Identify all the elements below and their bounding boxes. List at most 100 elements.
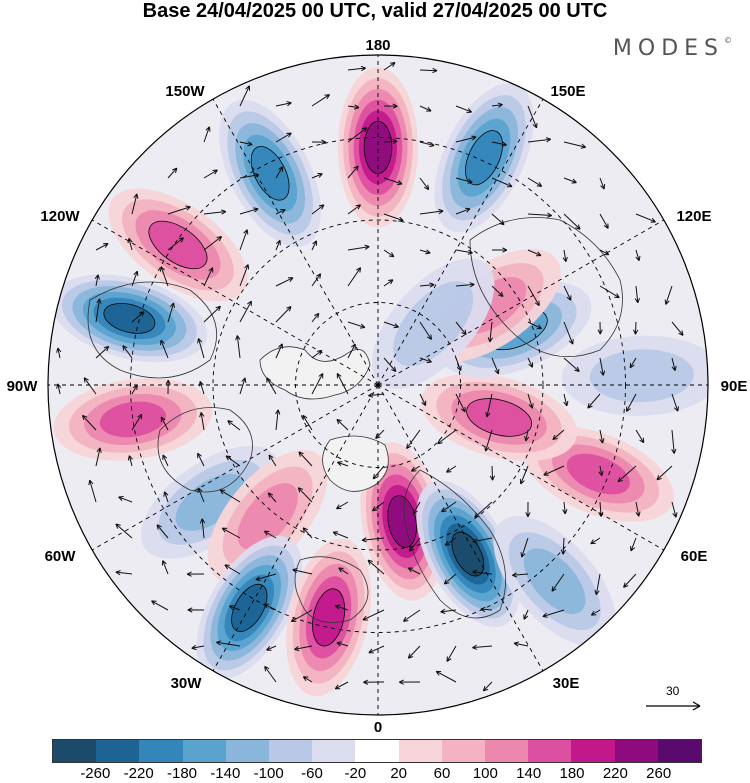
reference-arrow-icon: [646, 701, 701, 711]
wind-arrow: [338, 567, 349, 575]
wind-arrow: [197, 452, 205, 467]
latitude-circle: [130, 137, 626, 633]
wind-arrow: [527, 321, 543, 330]
positive-anomaly-cell: [108, 188, 248, 302]
wind-arrow: [543, 465, 565, 476]
wind-arrow: [311, 312, 320, 323]
colorbar-tick-label: 180: [559, 765, 585, 782]
wind-arrow: [520, 537, 529, 558]
wind-arrow: [151, 600, 169, 611]
wind-arrow: [599, 285, 620, 299]
wind-arrow: [563, 393, 569, 407]
wind-arrow: [419, 177, 430, 191]
wind-arrow: [95, 243, 109, 251]
wind-arrow: [187, 607, 205, 613]
wind-arrow: [302, 414, 313, 431]
meridian-line: [91, 384, 379, 551]
wind-arrow: [383, 177, 403, 186]
wind-arrow: [131, 384, 138, 395]
lat-lon-grid: [48, 55, 708, 715]
wind-arrow: [375, 429, 385, 440]
wind-arrow: [199, 518, 206, 539]
wind-arrow: [410, 465, 421, 472]
wind-arrow: [419, 67, 438, 74]
wind-arrow: [239, 85, 251, 107]
wind-arrow: [419, 282, 435, 288]
wind-arrow: [594, 573, 601, 596]
wind-arrow: [311, 372, 324, 395]
anomaly-field: [51, 67, 708, 697]
wind-arrow: [229, 605, 241, 611]
wind-arrow: [266, 645, 277, 651]
wind-arrow: [597, 321, 603, 335]
wind-arrow: [383, 249, 395, 258]
wind-arrow: [275, 166, 284, 179]
wind-arrow: [115, 570, 133, 576]
modes-logo: MODES©: [613, 36, 732, 61]
wind-arrow: [491, 285, 504, 297]
wind-arrow: [160, 416, 169, 431]
meridian-line: [91, 219, 379, 386]
wind-arrow: [491, 141, 507, 147]
wind-arrow: [482, 681, 493, 692]
wind-arrow: [239, 300, 252, 323]
wind-arrow: [115, 523, 133, 539]
positive-anomaly-cell: [286, 538, 372, 697]
positive-anomaly-cell: [53, 378, 213, 461]
wind-arrow: [383, 213, 404, 222]
wind-arrow: [671, 393, 679, 412]
wind-arrow: [275, 343, 283, 359]
wind-arrow: [167, 205, 191, 215]
colorbar-tick-label: 260: [646, 765, 672, 782]
wind-arrow: [81, 414, 97, 431]
wind-arrow: [160, 339, 169, 359]
wind-arrow: [264, 665, 277, 683]
wind-arrow: [383, 61, 396, 71]
wind-arrow: [563, 321, 574, 345]
wind-arrow: [455, 249, 473, 255]
negative-anomaly-cell: [51, 274, 208, 363]
wind-arrow: [191, 644, 205, 651]
wind-arrow: [491, 247, 508, 253]
wind-arrow: [131, 413, 143, 431]
wind-arrow: [590, 537, 601, 545]
wind-arrow: [598, 465, 604, 477]
wind-arrow: [455, 105, 473, 113]
negative-anomaly-cell: [434, 83, 534, 233]
wind-arrow: [224, 564, 241, 575]
meridian-line: [377, 98, 544, 386]
reference-vector-label: 30: [666, 684, 680, 698]
meridian-line: [212, 384, 379, 672]
wind-arrow: [491, 177, 513, 188]
wind-arrow: [629, 357, 637, 369]
colorbar-tick-label: -220: [123, 765, 154, 782]
colorbar-swatch: [355, 740, 399, 762]
wind-arrow: [491, 357, 500, 375]
wind-arrow: [455, 321, 467, 336]
wind-arrow: [437, 429, 457, 445]
colorbar-tick-label: -60: [301, 765, 323, 782]
colorbar-swatch: [398, 740, 442, 762]
wind-arrow: [623, 573, 637, 588]
wind-arrow: [472, 537, 493, 544]
wind-arrow: [203, 305, 221, 323]
logo-text: MODES: [612, 36, 724, 61]
wind-arrow: [167, 167, 178, 179]
positive-anomaly-cell: [207, 449, 328, 583]
wind-arrow: [635, 429, 645, 444]
wind-arrow: [334, 604, 349, 611]
wind-arrow: [198, 381, 205, 395]
wind-arrow: [311, 94, 330, 107]
wind-arrow: [311, 240, 317, 251]
wind-arrow: [527, 177, 543, 187]
colorbar-swatch: [53, 740, 97, 762]
wind-arrow: [599, 177, 606, 190]
wind-arrow: [156, 524, 169, 539]
wind-arrow: [122, 345, 133, 359]
anomaly-contour: [523, 548, 586, 614]
anomaly-contour: [589, 349, 694, 403]
wind-arrow: [487, 321, 493, 343]
wind-arrow: [275, 239, 281, 251]
wind-arrow: [635, 249, 641, 262]
wind-arrow: [335, 501, 349, 510]
